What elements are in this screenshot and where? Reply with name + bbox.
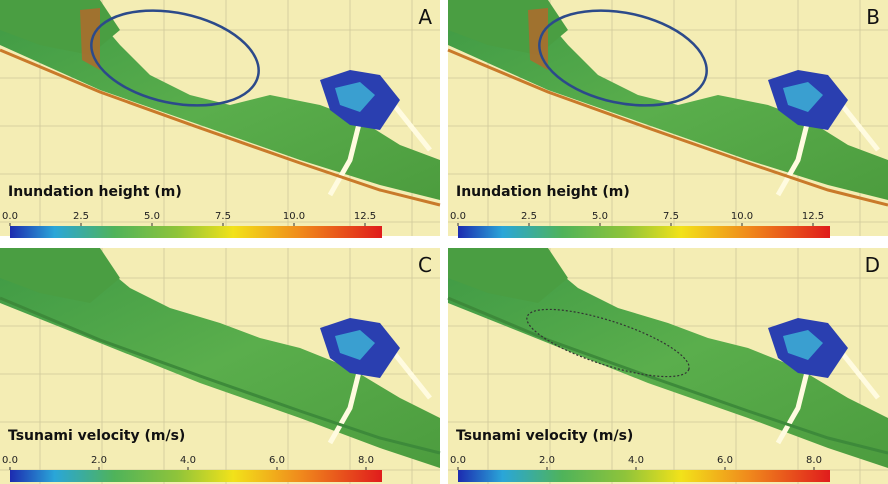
colorbar-title: Tsunami velocity (m/s) [456, 428, 633, 444]
map-panel: D Tsunami velocity (m/s) 0.0 2.0 4.0 6.0 8.0 [448, 248, 888, 484]
colorbar-tick-label: 7.5 [663, 211, 679, 222]
panel-letter: A [418, 5, 432, 29]
map-panel: B Inundation height (m) 0.0 2.5 5.0 7.5 10.0 12… [448, 0, 888, 238]
colorbar-tick-label: 4.0 [628, 455, 644, 466]
panel-letter: D [865, 253, 880, 277]
colorbar-tick-label: 2.5 [73, 211, 89, 222]
colorbar-tick-label: 7.5 [215, 211, 231, 222]
colorbar-tick-label: 0.0 [2, 455, 18, 466]
figure: A Inundation height (m) 0.0 2.5 5.0 7.5 10.0 12… [0, 0, 888, 484]
colorbar-tick-label: 2.0 [539, 455, 555, 466]
colorbar-tick-label: 6.0 [269, 455, 285, 466]
colorbar [10, 226, 382, 238]
colorbar-tick-label: 2.0 [91, 455, 107, 466]
map-panel: A Inundation height (m) 0.0 2.5 5.0 7.5 10.0 12… [0, 0, 440, 238]
colorbar [10, 470, 382, 482]
colorbar-tick-label: 8.0 [806, 455, 822, 466]
colorbar-title: Inundation height (m) [8, 184, 182, 200]
colorbar-tick-label: 0.0 [450, 211, 466, 222]
colorbar-tick-label: 4.0 [180, 455, 196, 466]
colorbar-tick-label: 10.0 [283, 211, 305, 222]
colorbar-title: Tsunami velocity (m/s) [8, 428, 185, 444]
colorbar-tick-label: 8.0 [358, 455, 374, 466]
colorbar-tick-label: 0.0 [450, 455, 466, 466]
colorbar [458, 470, 830, 482]
colorbar-tick-label: 10.0 [731, 211, 753, 222]
panel-letter: C [418, 253, 432, 277]
colorbar [458, 226, 830, 238]
colorbar-tick-label: 2.5 [521, 211, 537, 222]
colorbar-tick-label: 5.0 [144, 211, 160, 222]
panel-letter: B [866, 5, 880, 29]
colorbar-title: Inundation height (m) [456, 184, 630, 200]
colorbar-tick-label: 5.0 [592, 211, 608, 222]
colorbar-tick-label: 6.0 [717, 455, 733, 466]
colorbar-tick-label: 12.5 [354, 211, 376, 222]
colorbar-tick-label: 12.5 [802, 211, 824, 222]
map-panel: C Tsunami velocity (m/s) 0.0 2.0 4.0 6.0 8.0 [0, 248, 440, 484]
colorbar-tick-label: 0.0 [2, 211, 18, 222]
